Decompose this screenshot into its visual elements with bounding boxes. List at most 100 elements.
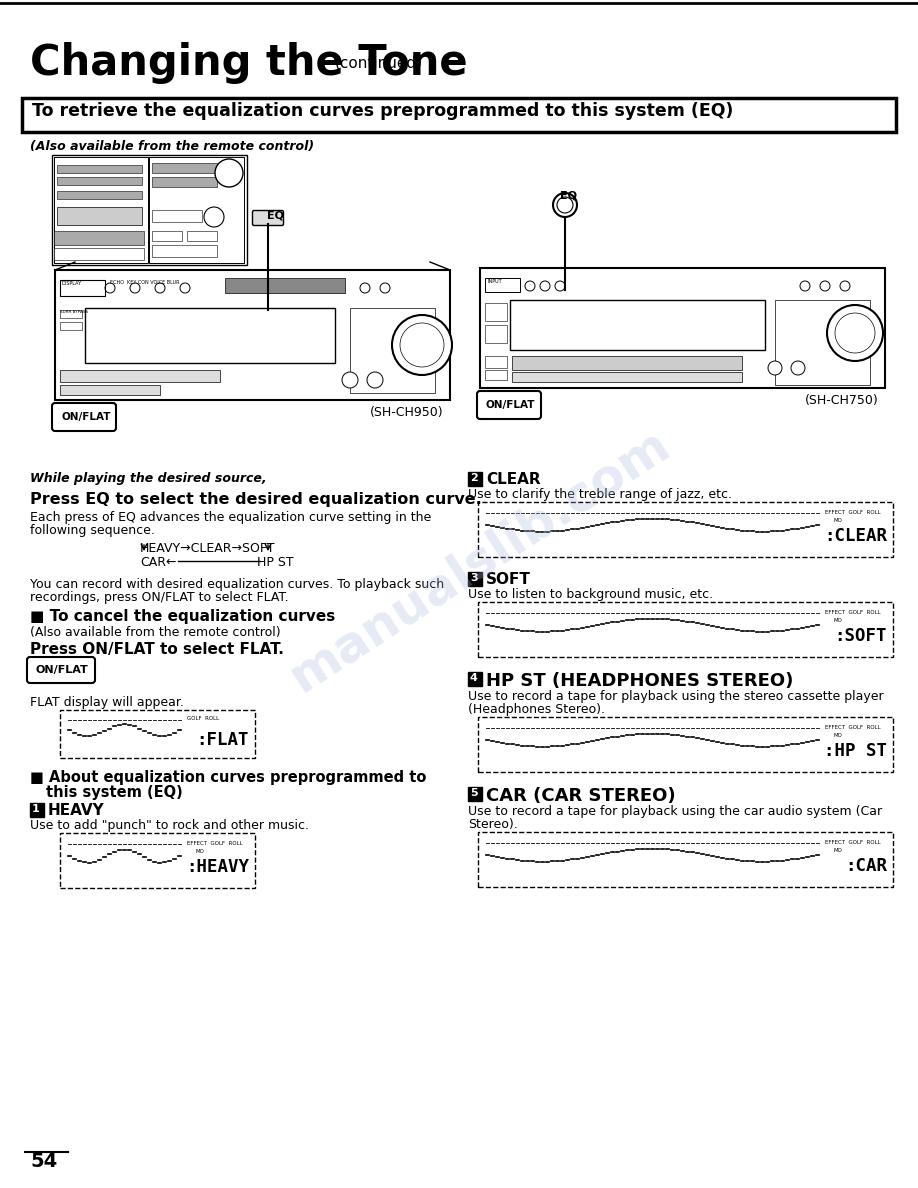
Bar bbox=[30, 803, 44, 817]
Text: INPUT: INPUT bbox=[487, 279, 501, 284]
Text: MO: MO bbox=[833, 518, 842, 523]
Bar bbox=[485, 369, 507, 380]
Text: SOFT: SOFT bbox=[486, 571, 531, 587]
Text: CAR (CAR STEREO): CAR (CAR STEREO) bbox=[486, 786, 676, 805]
FancyBboxPatch shape bbox=[477, 391, 541, 419]
Text: HP ST (HEADPHONES STEREO): HP ST (HEADPHONES STEREO) bbox=[486, 672, 793, 690]
Bar bbox=[54, 248, 144, 260]
Text: (SH-CH750): (SH-CH750) bbox=[805, 394, 879, 407]
Text: SURR BYPASS: SURR BYPASS bbox=[60, 310, 88, 314]
Bar bbox=[52, 154, 247, 265]
Bar bbox=[54, 157, 148, 263]
Text: ■ About equalization curves preprogrammed to: ■ About equalization curves preprogramme… bbox=[30, 770, 426, 785]
Text: HEAVY: HEAVY bbox=[48, 803, 105, 819]
Text: :SOFT: :SOFT bbox=[834, 627, 887, 645]
Bar bbox=[187, 230, 217, 241]
Circle shape bbox=[768, 361, 782, 375]
Bar bbox=[225, 278, 345, 293]
Text: following sequence.: following sequence. bbox=[30, 524, 155, 537]
Text: EFFECT  GOLF  ROLL: EFFECT GOLF ROLL bbox=[825, 609, 880, 615]
Bar bbox=[775, 301, 870, 385]
Circle shape bbox=[791, 361, 805, 375]
Bar bbox=[478, 718, 893, 772]
Text: ■ To cancel the equalization curves: ■ To cancel the equalization curves bbox=[30, 609, 335, 624]
Text: Use to clarify the treble range of jazz, etc.: Use to clarify the treble range of jazz,… bbox=[468, 488, 732, 501]
Bar bbox=[57, 177, 142, 185]
Text: 54: 54 bbox=[30, 1152, 57, 1171]
Bar bbox=[485, 326, 507, 343]
Circle shape bbox=[367, 372, 383, 388]
Text: :HP ST: :HP ST bbox=[824, 742, 887, 760]
Circle shape bbox=[215, 159, 243, 187]
Bar bbox=[468, 672, 482, 685]
Text: EFFECT  GOLF  ROLL: EFFECT GOLF ROLL bbox=[825, 725, 880, 729]
Text: EQ: EQ bbox=[267, 210, 284, 220]
Text: (Headphones Stereo).: (Headphones Stereo). bbox=[468, 703, 605, 716]
Bar bbox=[478, 503, 893, 557]
Text: (continued): (continued) bbox=[335, 56, 423, 71]
FancyBboxPatch shape bbox=[252, 210, 284, 226]
Text: 3: 3 bbox=[470, 573, 477, 583]
Text: HP ST: HP ST bbox=[257, 556, 294, 569]
Bar bbox=[152, 230, 182, 241]
Bar bbox=[485, 303, 507, 321]
Text: :CLEAR: :CLEAR bbox=[824, 527, 887, 545]
Bar bbox=[60, 710, 255, 758]
Text: You can record with desired equalization curves. To playback such: You can record with desired equalization… bbox=[30, 579, 444, 590]
FancyBboxPatch shape bbox=[52, 403, 116, 431]
Text: 5: 5 bbox=[470, 788, 477, 798]
Text: 4: 4 bbox=[470, 672, 478, 683]
Bar bbox=[350, 308, 435, 393]
Text: manualslib.com: manualslib.com bbox=[281, 419, 679, 701]
Circle shape bbox=[342, 372, 358, 388]
Text: While playing the desired source,: While playing the desired source, bbox=[30, 472, 266, 485]
Bar bbox=[60, 369, 220, 383]
Bar bbox=[60, 385, 160, 394]
Text: ON/FLAT: ON/FLAT bbox=[486, 400, 535, 410]
Bar bbox=[152, 163, 217, 173]
Text: 2: 2 bbox=[470, 473, 477, 484]
Bar bbox=[152, 245, 217, 257]
Text: 1: 1 bbox=[32, 804, 39, 814]
Bar bbox=[512, 372, 742, 383]
Circle shape bbox=[553, 192, 577, 217]
Bar bbox=[468, 571, 482, 586]
Bar bbox=[468, 472, 482, 486]
Text: Use to record a tape for playback using the car audio system (Car: Use to record a tape for playback using … bbox=[468, 805, 882, 819]
Text: GOLF  ROLL: GOLF ROLL bbox=[187, 716, 219, 721]
Text: EFFECT  GOLF  ROLL: EFFECT GOLF ROLL bbox=[825, 840, 880, 845]
Text: ECHO  KEY CON VOICE BLUR: ECHO KEY CON VOICE BLUR bbox=[110, 280, 180, 285]
Text: EQ: EQ bbox=[560, 191, 577, 201]
Text: Use to add "punch" to rock and other music.: Use to add "punch" to rock and other mus… bbox=[30, 819, 309, 832]
Bar bbox=[478, 602, 893, 657]
Circle shape bbox=[827, 305, 883, 361]
Bar bbox=[485, 278, 520, 292]
Bar bbox=[152, 210, 202, 222]
Bar bbox=[85, 308, 335, 364]
Text: CLEAR: CLEAR bbox=[486, 472, 541, 487]
Bar bbox=[22, 97, 896, 132]
Bar bbox=[57, 191, 142, 200]
Text: Stereo).: Stereo). bbox=[468, 819, 518, 830]
Bar bbox=[510, 301, 765, 350]
Bar bbox=[60, 280, 105, 296]
Text: ON/FLAT: ON/FLAT bbox=[61, 412, 110, 422]
Text: MO: MO bbox=[833, 733, 842, 738]
Text: HEAVY→CLEAR→SOFT: HEAVY→CLEAR→SOFT bbox=[140, 542, 275, 555]
Bar bbox=[149, 157, 244, 263]
Bar bbox=[57, 207, 142, 225]
Bar bbox=[485, 356, 507, 368]
Text: :HEAVY: :HEAVY bbox=[186, 858, 249, 876]
Text: (Also available from the remote control): (Also available from the remote control) bbox=[30, 626, 281, 639]
Text: :CAR: :CAR bbox=[845, 857, 887, 876]
Bar bbox=[512, 356, 742, 369]
Bar bbox=[468, 786, 482, 801]
Text: EFFECT  GOLF  ROLL: EFFECT GOLF ROLL bbox=[825, 510, 880, 516]
Text: Changing the Tone: Changing the Tone bbox=[30, 42, 467, 84]
Bar bbox=[478, 832, 893, 887]
Bar bbox=[55, 270, 450, 400]
Text: recordings, press ON/FLAT to select FLAT.: recordings, press ON/FLAT to select FLAT… bbox=[30, 590, 288, 604]
Bar bbox=[60, 310, 82, 318]
Bar bbox=[60, 833, 255, 887]
Bar bbox=[152, 177, 217, 187]
